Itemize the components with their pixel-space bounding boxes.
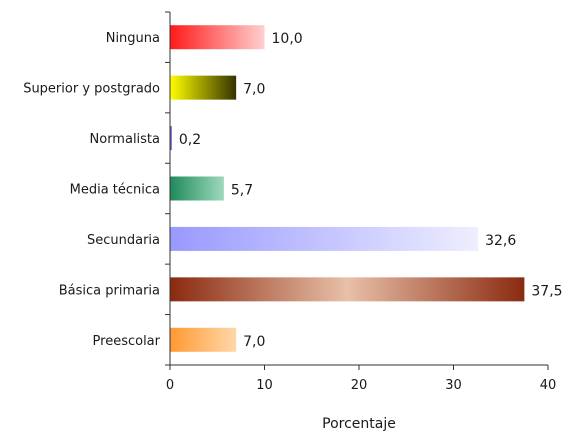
category-label: Secundaria [87, 233, 160, 248]
bar [170, 327, 237, 352]
bar [170, 126, 172, 151]
bar [170, 75, 237, 100]
bar [170, 176, 224, 201]
value-label: 7,0 [243, 82, 265, 98]
x-tick-label: 40 [540, 378, 557, 393]
bar [170, 226, 479, 251]
value-label: 37,5 [531, 283, 562, 299]
x-axis-title: Porcentaje [322, 416, 396, 432]
x-tick-label: 30 [445, 378, 462, 393]
category-label: Ninguna [106, 31, 160, 46]
category-label: Superior y postgrado [23, 82, 160, 97]
bar [170, 277, 525, 302]
axes-group: 0 10 20 30 40 [165, 11, 557, 393]
x-tick-label: 20 [351, 378, 368, 393]
value-label: 0,2 [179, 132, 201, 148]
value-label: 10,0 [272, 31, 303, 47]
bar [170, 25, 265, 50]
category-label: Preescolar [93, 334, 161, 349]
value-label: 7,0 [243, 334, 265, 350]
category-label: Normalista [90, 132, 160, 147]
category-label: Básica primaria [59, 283, 160, 298]
x-tick-label: 0 [166, 378, 174, 393]
x-tick-label: 10 [256, 378, 273, 393]
bars-group: Ninguna 10,0 Superior y postgrado 7,0 Normal… [23, 25, 563, 352]
value-label: 32,6 [485, 233, 516, 249]
value-label: 5,7 [231, 183, 253, 199]
category-label: Media técnica [70, 183, 160, 198]
